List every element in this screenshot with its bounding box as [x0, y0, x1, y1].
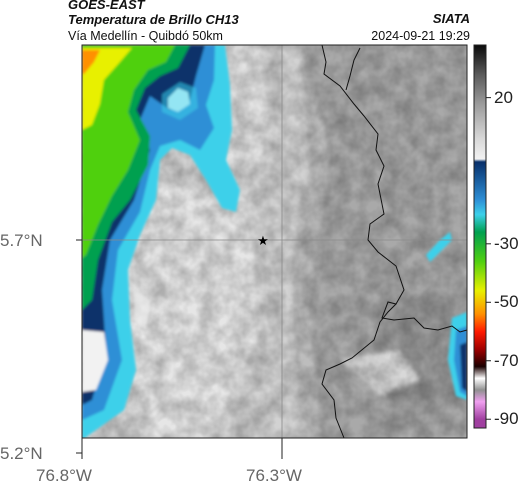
star-icon: ★: [257, 233, 269, 248]
satellite-name: GOES-EAST: [68, 0, 145, 12]
map-gridlines: [82, 45, 467, 438]
region-subtitle: Vía Medellín - Quibdó 50km: [68, 29, 223, 43]
colorbar: [473, 44, 487, 429]
colorbar-tick-label: -70: [494, 350, 519, 370]
colorbar-ticks: [486, 97, 491, 420]
admin-borders: [321, 44, 468, 439]
colorbar-tick-label: -50: [494, 292, 519, 312]
colorbar-tick-label: -90: [494, 409, 519, 429]
colorbar-tick-label: -30: [494, 233, 519, 253]
lon-label-east: 76.3°W: [246, 466, 302, 485]
institution-label: SIATA: [432, 11, 470, 26]
plot-frame: [81, 44, 468, 439]
imagery-layer: [82, 45, 467, 438]
lat-label-south: 5.2°N: [0, 444, 43, 463]
colorbar-tick-label: 20: [494, 87, 513, 107]
timestamp: 2024-09-21 19:29: [371, 29, 470, 43]
lon-label-west: 76.8°W: [36, 466, 92, 485]
product-title: Temperatura de Brillo CH13: [68, 12, 239, 27]
lat-label-north: 5.7°N: [0, 231, 43, 250]
axis-ticks: [76, 239, 283, 459]
